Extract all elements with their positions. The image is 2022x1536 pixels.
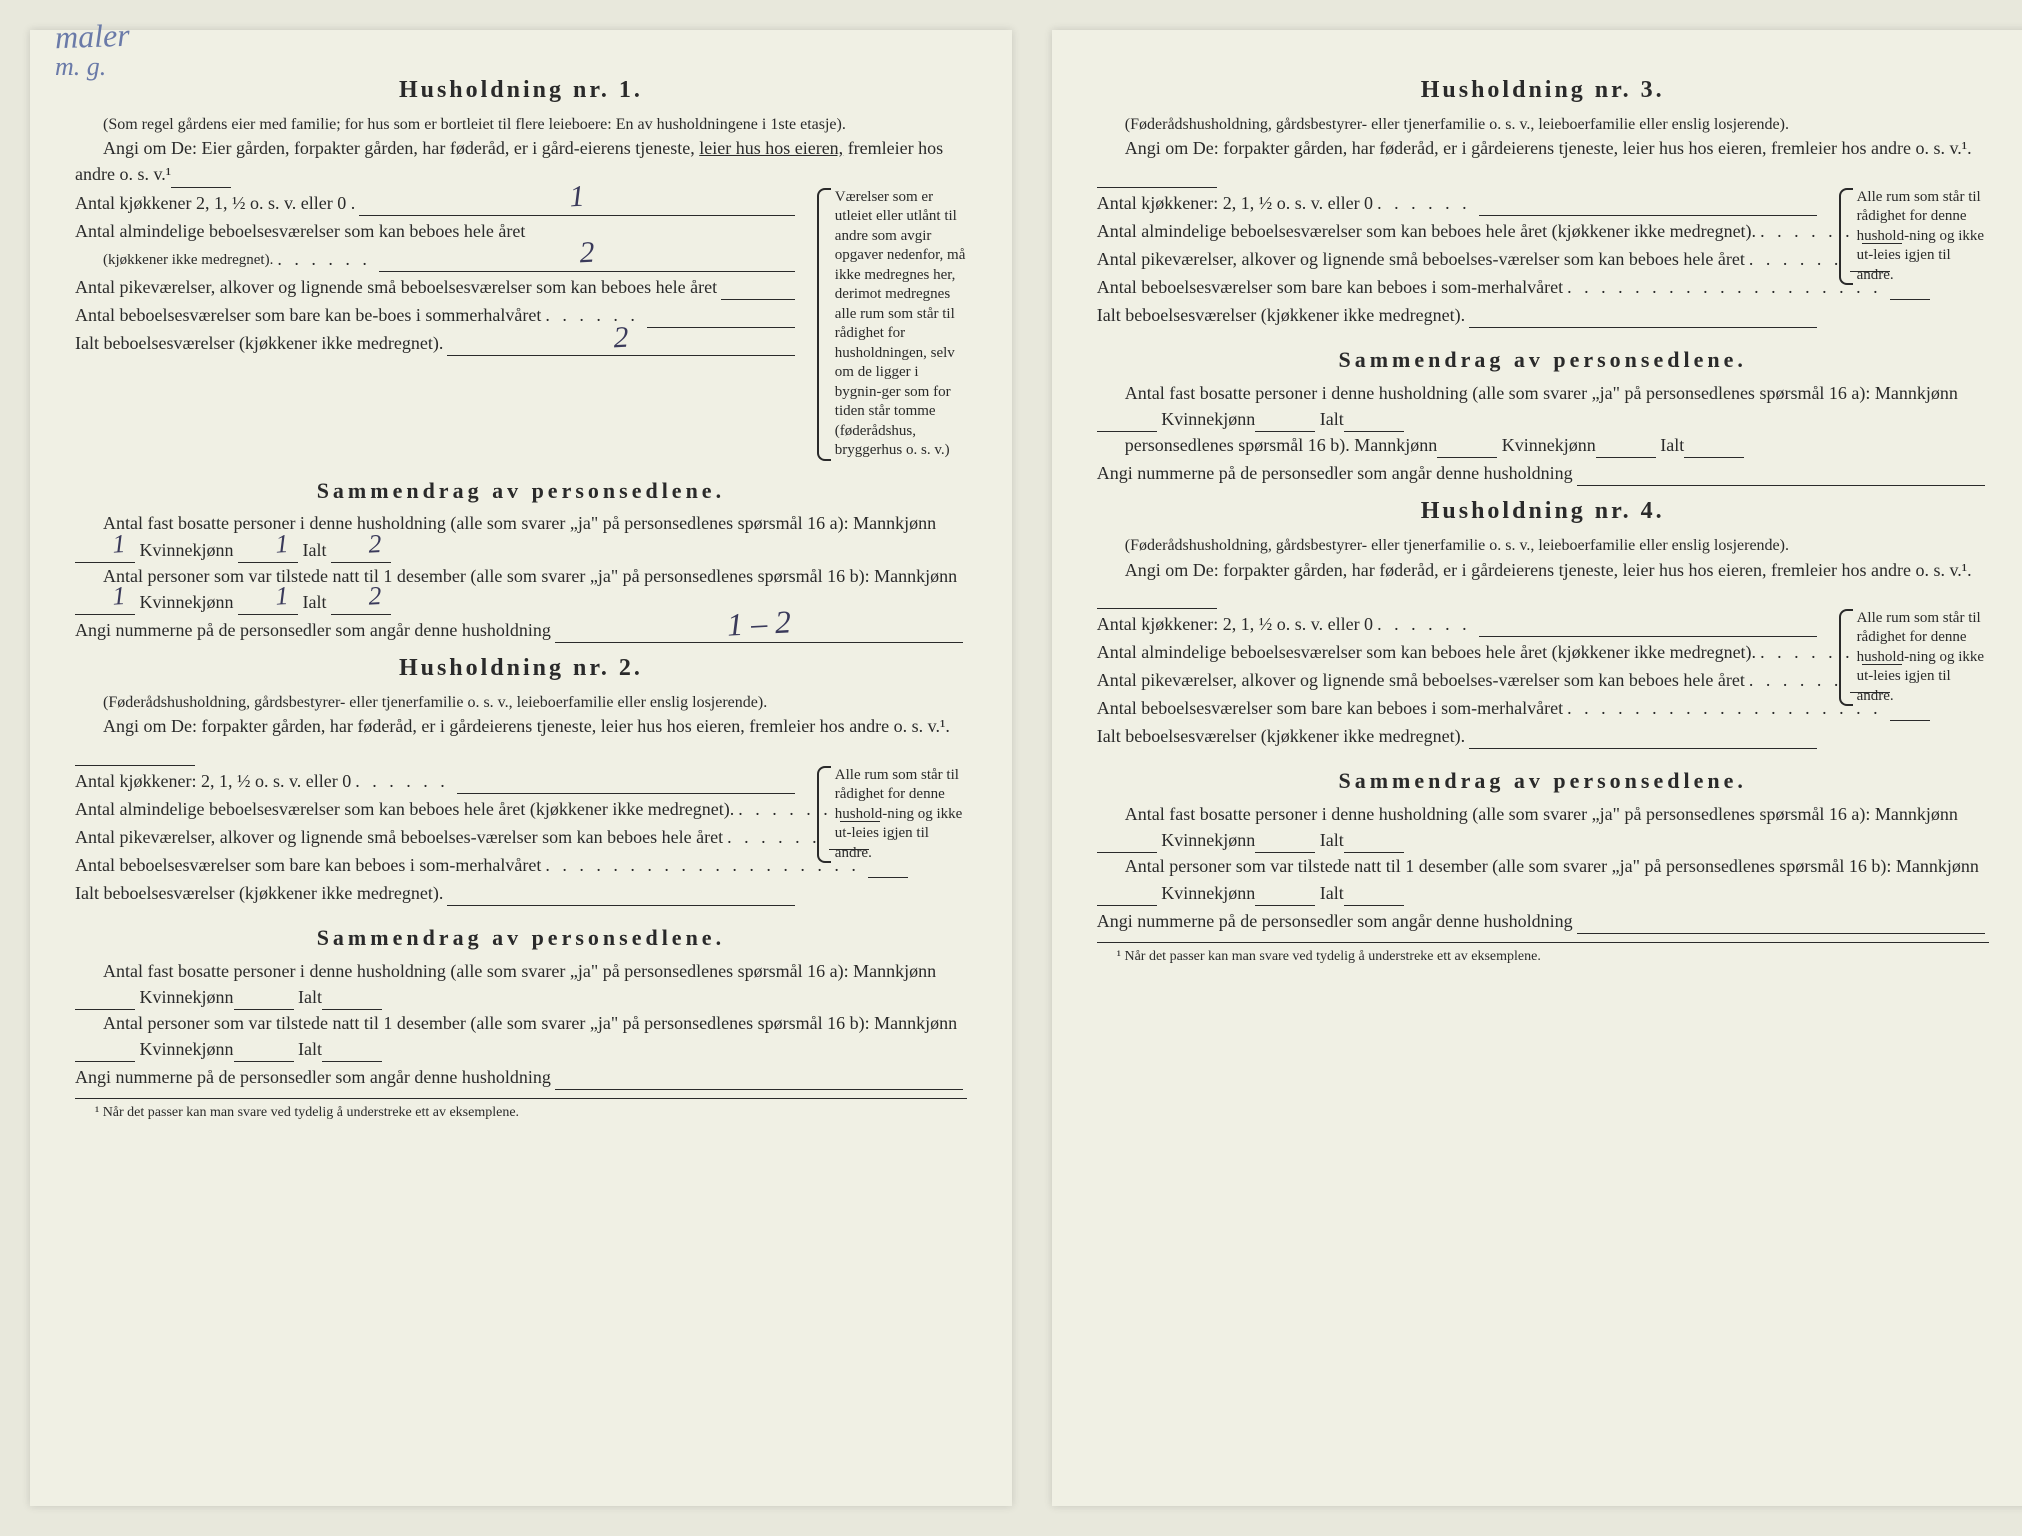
household-2-sidenote: Alle rum som står til rådighet for denne… [817, 766, 967, 864]
h3-summary-line1: Antal fast bosatte personer i denne hush… [1097, 380, 1989, 432]
household-3-sidenote: Alle rum som står til rådighet for denne… [1839, 188, 1989, 286]
household-4-note: (Føderådshusholdning, gårdsbestyrer- ell… [1097, 535, 1989, 557]
h4-numbers-line: Angi nummerne på de personsedler som ang… [1097, 908, 1989, 934]
h3-summary-line2: personsedlenes spørsmål 16 b). Mannkjønn… [1097, 432, 1989, 458]
household-2-title: Husholdning nr. 2. [75, 651, 967, 686]
household-1-note: (Som regel gårdens eier med familie; for… [75, 114, 967, 136]
household-2-summary-title: Sammendrag av personsedlene. [75, 922, 967, 954]
h2-summary-line1: Antal fast bosatte personer i denne hush… [75, 958, 967, 1010]
h4-summary-line2: Antal personer som var tilstede natt til… [1097, 853, 1989, 905]
household-4-angi: Angi om De: forpakter gården, har føderå… [1097, 557, 1989, 609]
handwritten-annotation-1: maler [54, 17, 130, 57]
h2-summary-line2: Antal personer som var tilstede natt til… [75, 1010, 967, 1062]
household-1-angi: Angi om De: Eier gården, forpakter gårde… [75, 135, 967, 187]
household-3-note: (Føderådshusholdning, gårdsbestyrer- ell… [1097, 114, 1989, 136]
handwritten-annotation-2: m. g. [55, 52, 106, 82]
h1-kitchens-value: 1 [568, 175, 585, 219]
h4-summary-line1: Antal fast bosatte personer i denne hush… [1097, 801, 1989, 853]
h3-numbers-line: Angi nummerne på de personsedler som ang… [1097, 460, 1989, 486]
household-1-summary-title: Sammendrag av personsedlene. [75, 475, 967, 507]
household-2-note: (Føderådshusholdning, gårdsbestyrer- ell… [75, 692, 967, 714]
household-3-rooms-block: Antal kjøkkener: 2, 1, ½ o. s. v. eller … [1097, 188, 1989, 330]
household-3-summary-title: Sammendrag av personsedlene. [1097, 344, 1989, 376]
h2-numbers-line: Angi nummerne på de personsedler som ang… [75, 1064, 967, 1090]
right-page: Husholdning nr. 3. (Føderådshusholdning,… [1052, 30, 2022, 1506]
household-1-rooms-block: Antal kjøkkener 2, 1, ½ o. s. v. eller 0… [75, 188, 967, 461]
household-1-sidenote: Værelser som er utleiet eller utlånt til… [817, 188, 967, 461]
h1-summary-line2: Antal personer som var tilstede natt til… [75, 563, 967, 615]
household-4-sidenote: Alle rum som står til rådighet for denne… [1839, 609, 1989, 707]
household-2-rooms-block: Antal kjøkkener: 2, 1, ½ o. s. v. eller … [75, 766, 967, 908]
household-4-title: Husholdning nr. 4. [1097, 494, 1989, 529]
household-3-title: Husholdning nr. 3. [1097, 73, 1989, 108]
h1-total-value: 2 [612, 315, 629, 359]
right-footnote: ¹ Når det passer kan man svare ved tydel… [1097, 942, 1989, 967]
h1-rooms-value: 2 [578, 231, 595, 275]
h1-numbers-line: Angi nummerne på de personsedler som ang… [75, 617, 967, 643]
household-1-title: Husholdning nr. 1. [75, 73, 967, 108]
household-4-rooms-block: Antal kjøkkener: 2, 1, ½ o. s. v. eller … [1097, 609, 1989, 751]
left-page: Husholdning nr. 1. (Som regel gårdens ei… [30, 30, 1012, 1506]
h1-summary-line1: Antal fast bosatte personer i denne hush… [75, 510, 967, 562]
household-2-angi: Angi om De: forpakter gården, har føderå… [75, 713, 967, 765]
household-3-angi: Angi om De: forpakter gården, har føderå… [1097, 135, 1989, 187]
household-4-summary-title: Sammendrag av personsedlene. [1097, 765, 1989, 797]
left-footnote: ¹ Når det passer kan man svare ved tydel… [75, 1098, 967, 1123]
